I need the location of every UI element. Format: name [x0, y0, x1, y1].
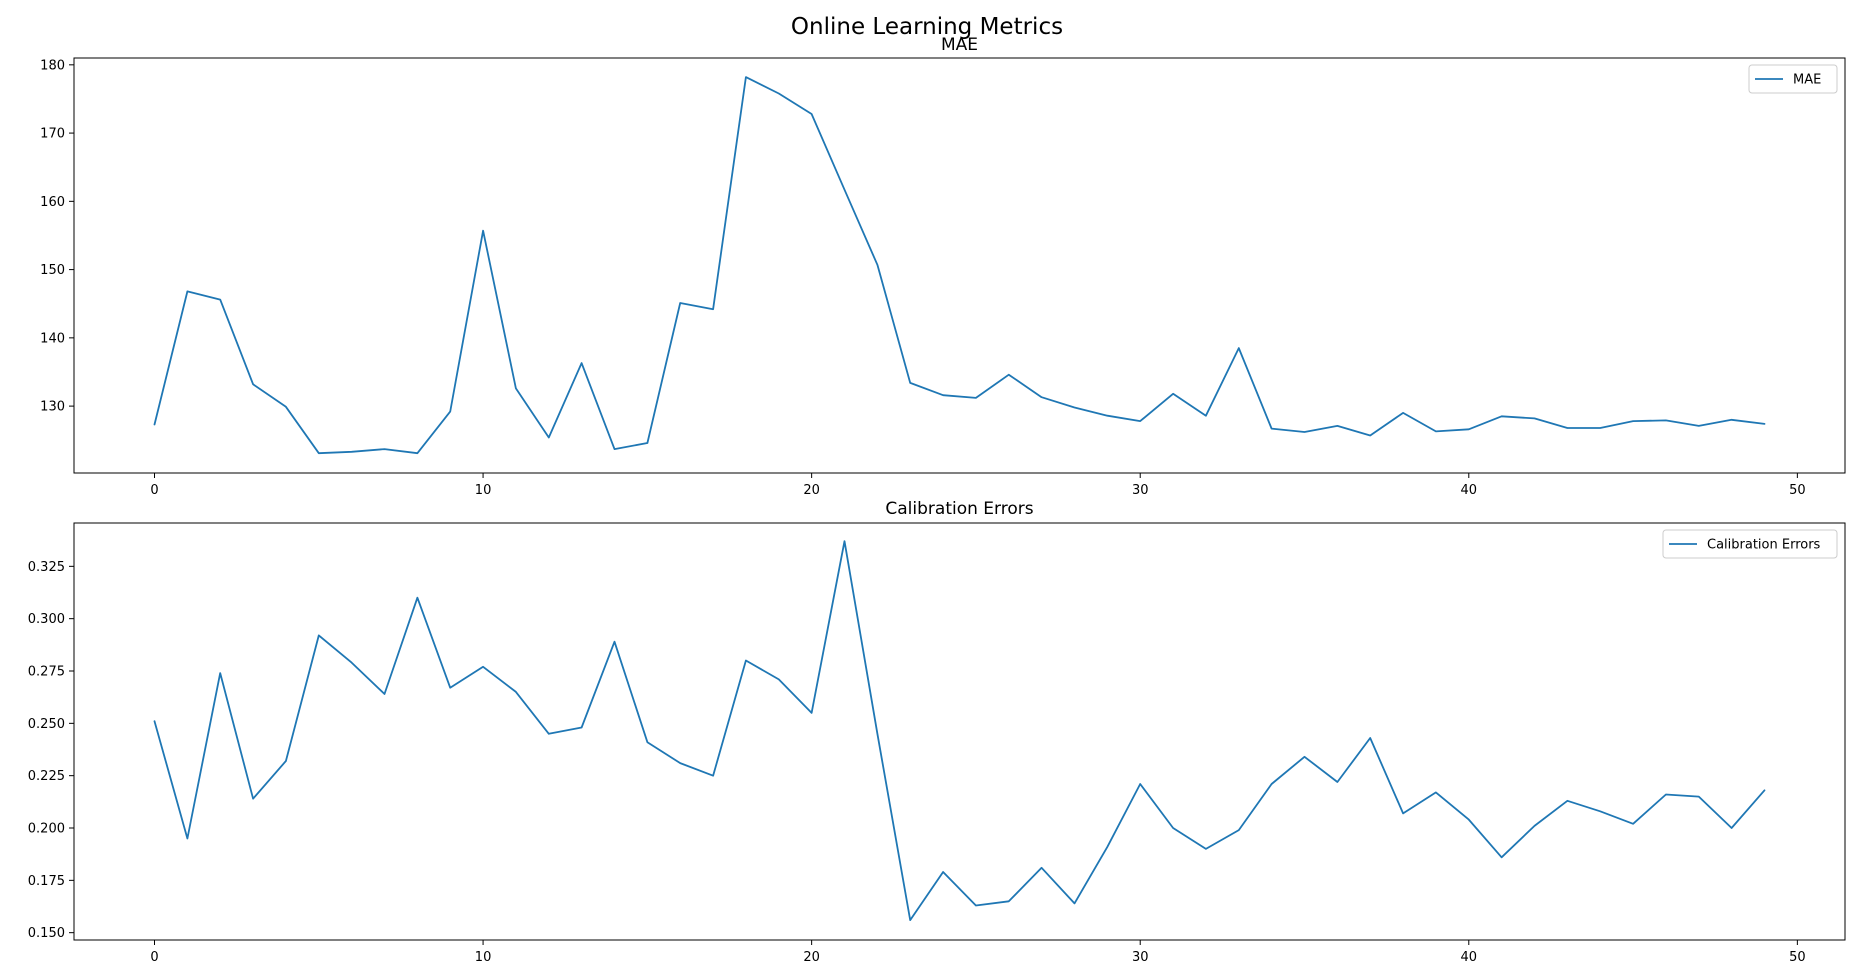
- y-tick-label: 0.275: [28, 665, 65, 680]
- x-tick-label: 20: [803, 950, 820, 965]
- mae-panel: MAE 0 10 20 30 40 50 130 140 150 160 170 180 MAE: [40, 35, 1846, 498]
- figure-suptitle: Online Learning Metrics: [791, 14, 1063, 40]
- legend-box: [1748, 64, 1838, 94]
- y-tick-label: 0.225: [28, 769, 65, 784]
- plot-area-frame: [73, 57, 1846, 474]
- calibration-errors-panel: Calibration Errors 0 10 20 30 40 50 0.150 0.175 0…: [28, 499, 1846, 965]
- y-tick-label: 0.175: [28, 874, 65, 889]
- y-tick-label: 180: [40, 58, 65, 73]
- plot-area-frame: [73, 522, 1846, 941]
- y-tick-label: 0.200: [28, 822, 65, 837]
- x-tick-label: 50: [1789, 950, 1806, 965]
- legend: Calibration Errors: [1662, 529, 1838, 559]
- legend: MAE: [1748, 64, 1838, 94]
- x-tick-label: 50: [1789, 483, 1806, 498]
- x-tick-label: 40: [1461, 950, 1478, 965]
- y-tick-label: 130: [40, 400, 65, 415]
- legend-label: Calibration Errors: [1707, 538, 1821, 553]
- series-line: [153, 76, 1766, 455]
- x-tick-label: 30: [1132, 950, 1149, 965]
- legend-box: [1662, 529, 1838, 559]
- x-tick-label: 10: [475, 950, 492, 965]
- y-tick-label: 0.300: [28, 612, 65, 627]
- y-tick-label: 140: [40, 331, 65, 346]
- x-tick-label: 30: [1132, 483, 1149, 498]
- x-tick-label: 20: [803, 483, 820, 498]
- panel-title: MAE: [941, 35, 978, 55]
- y-tick-label: 0.325: [28, 560, 65, 575]
- series-line: [153, 540, 1766, 921]
- y-tick-label: 160: [40, 195, 65, 210]
- y-tick-label: 150: [40, 263, 65, 278]
- x-tick-label: 10: [475, 483, 492, 498]
- y-tick-label: 170: [40, 127, 65, 142]
- x-tick-label: 40: [1461, 483, 1478, 498]
- y-tick-label: 0.150: [28, 926, 65, 941]
- legend-label: MAE: [1793, 73, 1821, 88]
- x-tick-label: 0: [150, 950, 158, 965]
- y-tick-label: 0.250: [28, 717, 65, 732]
- panel-title: Calibration Errors: [885, 499, 1033, 519]
- x-tick-label: 0: [150, 483, 158, 498]
